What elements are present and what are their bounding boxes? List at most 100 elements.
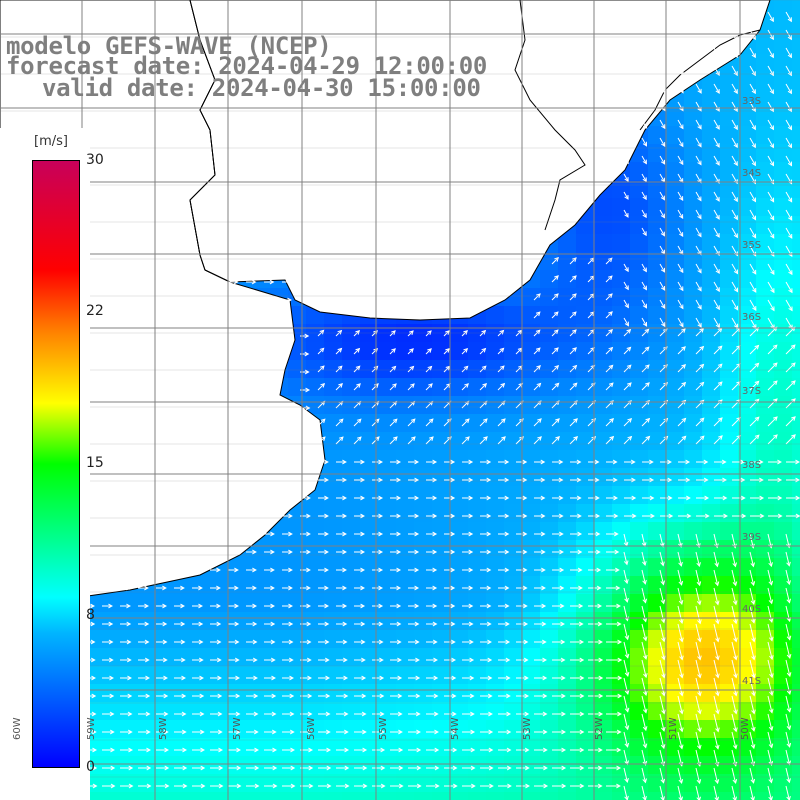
wind-speed-cell <box>432 414 451 433</box>
wind-speed-cell <box>720 126 739 145</box>
wind-arrow-head <box>714 543 719 549</box>
wind-arrow <box>605 76 614 85</box>
wind-speed-cell <box>774 18 793 37</box>
wind-speed-cell <box>342 612 361 631</box>
wind-arrow-head <box>715 124 720 130</box>
wind-arrow-head <box>645 435 651 441</box>
wind-speed-cell <box>738 234 757 253</box>
wind-speed-cell <box>792 378 800 397</box>
wind-arrow <box>749 605 755 623</box>
wind-arrow-head <box>697 268 702 274</box>
wind-arrow-head <box>733 125 738 131</box>
wind-arrow-head <box>234 621 240 627</box>
wind-speed-cell <box>306 324 325 343</box>
wind-arrow-head <box>624 267 629 273</box>
wind-speed-cell <box>486 324 505 343</box>
wind-arrow-head <box>305 423 311 429</box>
wind-speed-cell <box>144 630 163 649</box>
wind-arrow <box>623 11 630 22</box>
wind-arrow-head <box>360 585 365 591</box>
wind-arrow <box>605 58 614 67</box>
wind-speed-cell <box>378 792 397 800</box>
wind-arrow-head <box>108 585 113 591</box>
wind-arrow <box>695 299 702 310</box>
wind-speed-cell <box>756 432 775 451</box>
wind-arrow-head <box>579 639 585 645</box>
wind-arrow-head <box>553 311 559 317</box>
wind-speed-cell <box>756 738 775 757</box>
wind-arrow <box>749 363 759 373</box>
wind-arrow <box>587 113 595 121</box>
wind-speed-cell <box>522 432 541 451</box>
wind-arrow-head <box>667 477 673 483</box>
wind-speed-cell <box>126 666 145 685</box>
wind-arrow-head <box>269 279 275 285</box>
wind-arrow-head <box>788 233 793 239</box>
wind-arrow-head <box>270 513 275 519</box>
wind-arrow-head <box>733 89 738 95</box>
wind-speed-cell <box>558 504 577 523</box>
wind-arrow-head <box>660 213 665 219</box>
wind-speed-cell <box>342 504 361 523</box>
wind-speed-cell <box>396 756 415 775</box>
wind-arrow <box>731 327 741 337</box>
wind-arrow <box>713 83 720 94</box>
wind-speed-cell <box>324 378 343 397</box>
wind-speed-cell <box>702 414 721 433</box>
wind-arrow <box>785 623 791 640</box>
wind-arrow-head <box>481 365 487 371</box>
wind-speed-cell <box>702 198 721 217</box>
wind-speed-cell <box>594 342 613 361</box>
wind-speed-cell <box>792 432 800 451</box>
wind-speed-cell <box>612 288 631 307</box>
wind-arrow-head <box>342 549 347 555</box>
wind-speed-cell <box>306 360 325 379</box>
wind-speed-cell <box>342 576 361 595</box>
wind-speed-cell <box>324 540 343 559</box>
wind-speed-cell <box>486 756 505 775</box>
wind-speed-cell <box>378 360 397 379</box>
wind-speed-cell <box>666 522 685 541</box>
wind-arrow <box>677 551 682 566</box>
wind-arrow-head <box>697 691 702 697</box>
wind-arrow <box>749 587 755 605</box>
wind-arrow-head <box>536 365 541 370</box>
wind-arrow <box>605 131 613 139</box>
wind-arrow-head <box>679 637 684 643</box>
wind-arrow-head <box>360 603 366 609</box>
wind-arrow <box>605 382 614 391</box>
wind-arrow-head <box>750 562 755 568</box>
wind-speed-cell <box>774 90 793 109</box>
wind-speed-cell <box>270 612 289 631</box>
wind-arrow-head <box>126 567 131 573</box>
wind-arrow-head <box>608 329 613 334</box>
wind-speed-cell <box>252 594 271 613</box>
wind-speed-cell <box>252 648 271 667</box>
wind-speed-cell <box>558 234 577 253</box>
wind-arrow-head <box>626 328 632 334</box>
wind-arrow <box>659 677 665 696</box>
wind-arrow-head <box>251 297 257 303</box>
wind-speed-cell <box>540 468 559 487</box>
wind-arrow <box>659 245 665 255</box>
wind-speed-cell <box>486 558 505 577</box>
wind-speed-cell <box>792 306 800 325</box>
wind-speed-cell <box>252 558 271 577</box>
wind-arrow <box>641 47 648 58</box>
wind-speed-cell <box>774 108 793 127</box>
wind-speed-cell <box>504 558 523 577</box>
wind-speed-cell <box>90 684 109 703</box>
wind-arrow-head <box>754 416 760 422</box>
wind-speed-cell <box>324 666 343 685</box>
wind-arrow <box>785 416 796 427</box>
wind-arrow <box>731 587 737 605</box>
wind-arrow-head <box>659 542 665 548</box>
wind-speed-cell <box>306 792 325 800</box>
wind-arrow-head <box>522 477 528 483</box>
wind-speed-cell <box>774 270 793 289</box>
wind-arrow <box>371 383 379 391</box>
wind-speed-cell <box>702 72 721 91</box>
wind-arrow <box>767 587 773 604</box>
wind-speed-cell <box>360 774 379 793</box>
